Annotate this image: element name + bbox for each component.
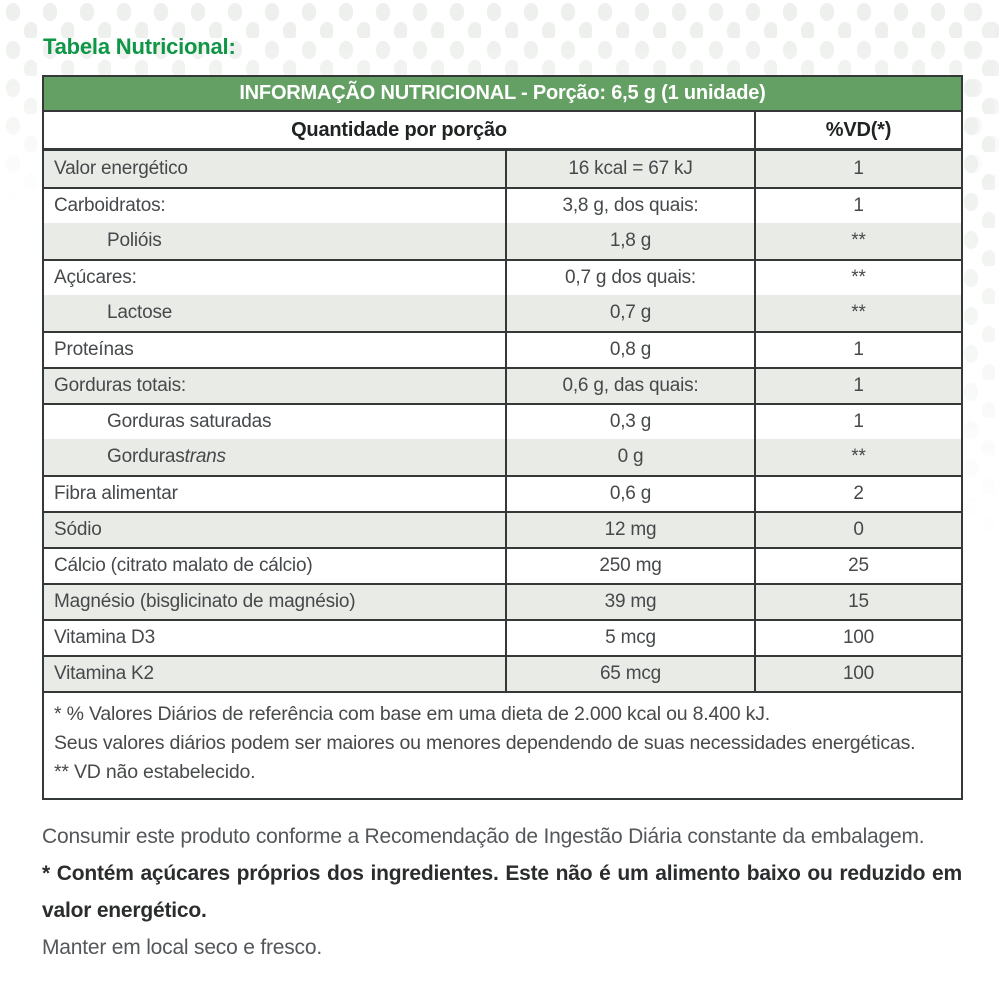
footnote-daily-values: Seus valores diários podem ser maiores o… [54, 732, 916, 754]
table-row: Vitamina K2 65 mcg 100 [44, 655, 961, 691]
nutrient-label: Vitamina K2 [54, 663, 154, 684]
nutrient-label: Polióis [107, 230, 162, 251]
nutrient-value: 5 mcg [505, 621, 754, 655]
nutrition-table: INFORMAÇÃO NUTRICIONAL - Porção: 6,5 g (… [42, 75, 963, 800]
nutrient-label: Magnésio (bisglicinato de magnésio) [54, 591, 356, 612]
nutrient-dv-percent: ** [754, 223, 961, 259]
nutrient-dv-percent: 2 [754, 477, 961, 511]
note-storage: Manter em local seco e fresco. [42, 936, 322, 959]
nutrient-label: Lactose [107, 302, 173, 323]
footnote-vd-not-established: ** VD não estabelecido. [54, 761, 256, 783]
nutrient-value: 0,8 g [505, 333, 754, 367]
nutrient-label: Proteínas [54, 339, 134, 360]
table-row: Polióis 1,8 g ** [44, 223, 961, 259]
nutrient-value: 16 kcal = 67 kJ [505, 151, 754, 187]
nutrient-dv-percent: ** [754, 295, 961, 331]
nutrient-value: 0,7 g [505, 295, 754, 331]
column-header-quantity: Quantidade por porção [291, 118, 507, 141]
nutrient-label: Gorduras totais: [54, 375, 186, 396]
nutrient-value: 0 g [505, 439, 754, 475]
nutrient-label: Gorduras trans [107, 446, 226, 467]
nutrient-label: Valor energético [54, 158, 188, 179]
table-row: Carboidratos: 3,8 g, dos quais: 1 [44, 187, 961, 223]
nutrient-label: Fibra alimentar [54, 483, 178, 504]
table-row: Magnésio (bisglicinato de magnésio) 39 mg… [44, 583, 961, 619]
nutrient-label: Açúcares: [54, 267, 137, 288]
nutrient-dv-percent: ** [754, 439, 961, 475]
table-row: Gorduras totais: 0,6 g, das quais: 1 [44, 367, 961, 403]
column-header-dv: %VD(*) [754, 112, 961, 148]
nutrient-value: 65 mcg [505, 657, 754, 691]
nutrient-dv-percent: 1 [754, 151, 961, 187]
nutrition-rows: Valor energético 16 kcal = 67 kJ 1 Carboidr… [44, 151, 961, 691]
nutrition-table-column-headers: Quantidade por porção %VD(*) [44, 112, 961, 151]
nutrient-dv-percent: 1 [754, 369, 961, 403]
nutrient-value: 12 mg [505, 513, 754, 547]
nutrient-value: 39 mg [505, 585, 754, 619]
nutrient-dv-percent: 25 [754, 549, 961, 583]
table-row: Gorduras trans 0 g ** [44, 439, 961, 475]
nutrient-label: Vitamina D3 [54, 627, 155, 648]
nutrient-label: Cálcio (citrato malato de cálcio) [54, 555, 313, 576]
bottom-notes: Consumir este produto conforme a Recomen… [42, 818, 962, 966]
nutrient-dv-percent: 100 [754, 657, 961, 691]
nutrient-dv-percent: 1 [754, 405, 961, 439]
table-row: Sódio 12 mg 0 [44, 511, 961, 547]
table-row: Cálcio (citrato malato de cálcio) 250 mg 2… [44, 547, 961, 583]
nutrient-dv-percent: 15 [754, 585, 961, 619]
page-title: Tabela Nutricional: [43, 34, 236, 59]
nutrient-value: 3,8 g, dos quais: [505, 189, 754, 223]
nutrient-value: 250 mg [505, 549, 754, 583]
nutrient-dv-percent: 0 [754, 513, 961, 547]
nutrient-value: 1,8 g [505, 223, 754, 259]
nutrient-label: Sódio [54, 519, 102, 540]
nutrient-value: 0,3 g [505, 405, 754, 439]
nutrient-label: Gorduras saturadas [107, 411, 272, 432]
nutrient-value: 0,6 g, das quais: [505, 369, 754, 403]
nutrient-dv-percent: 100 [754, 621, 961, 655]
nutrition-table-header: INFORMAÇÃO NUTRICIONAL - Porção: 6,5 g (… [44, 77, 961, 112]
nutrient-value: 0,7 g dos quais: [505, 261, 754, 295]
table-row: Valor energético 16 kcal = 67 kJ 1 [44, 151, 961, 187]
footnote-dv-reference: * % Valores Diários de referência com ba… [54, 703, 770, 725]
nutrient-dv-percent: 1 [754, 189, 961, 223]
nutrient-value: 0,6 g [505, 477, 754, 511]
note-sugars-warning: * Contém açúcares próprios dos ingredien… [42, 862, 962, 922]
nutrient-label: Carboidratos: [54, 195, 166, 216]
table-row: Vitamina D3 5 mcg 100 [44, 619, 961, 655]
nutrient-dv-percent: ** [754, 261, 961, 295]
background-pattern-right [958, 0, 1000, 560]
table-row: Lactose 0,7 g ** [44, 295, 961, 331]
table-row: Açúcares: 0,7 g dos quais: ** [44, 259, 961, 295]
note-consumption: Consumir este produto conforme a Recomen… [42, 825, 925, 848]
nutrient-dv-percent: 1 [754, 333, 961, 367]
table-footnotes: * % Valores Diários de referência com ba… [44, 691, 961, 798]
